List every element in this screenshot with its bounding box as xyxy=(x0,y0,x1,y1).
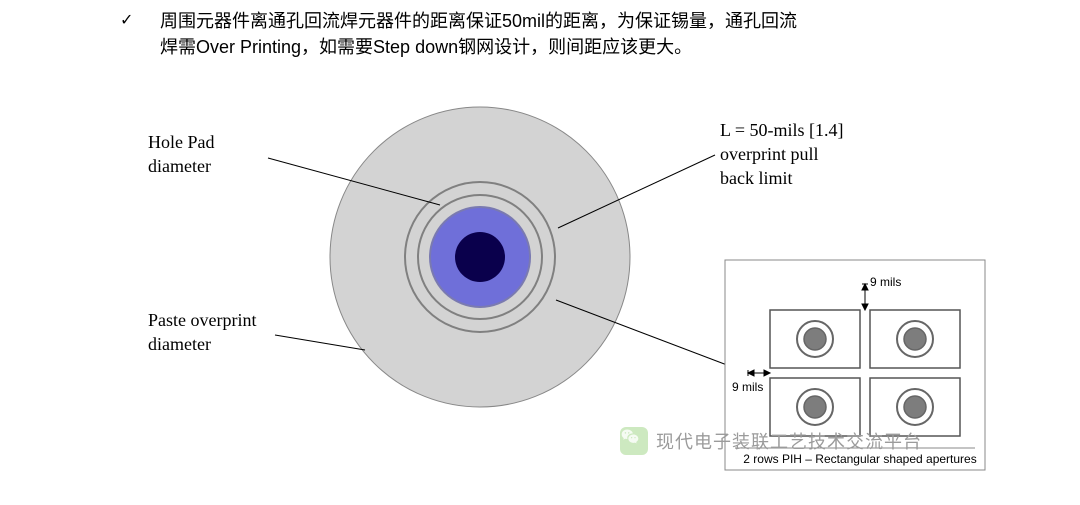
label-limit-l2: overprint pull xyxy=(720,142,818,166)
label-limit-l1: L = 50-mils [1.4] xyxy=(720,118,843,142)
inner-circle xyxy=(455,232,505,282)
label-paste-l1: Paste overprint xyxy=(148,308,256,332)
label-paste-l2: diameter xyxy=(148,332,211,356)
inset-dim-left-text: 9 mils xyxy=(732,380,763,394)
label-hole-pad-l1: Hole Pad xyxy=(148,130,215,154)
inset-dim-top-text: 9 mils xyxy=(870,275,901,289)
wechat-icon xyxy=(620,427,648,455)
leader-paste-overprint xyxy=(275,335,365,350)
watermark-text: 现代电子装联工艺技术交流平台 xyxy=(656,428,922,454)
watermark: 现代电子装联工艺技术交流平台 xyxy=(620,427,922,455)
label-limit-l3: back limit xyxy=(720,166,792,190)
label-hole-pad-l2: diameter xyxy=(148,154,211,178)
